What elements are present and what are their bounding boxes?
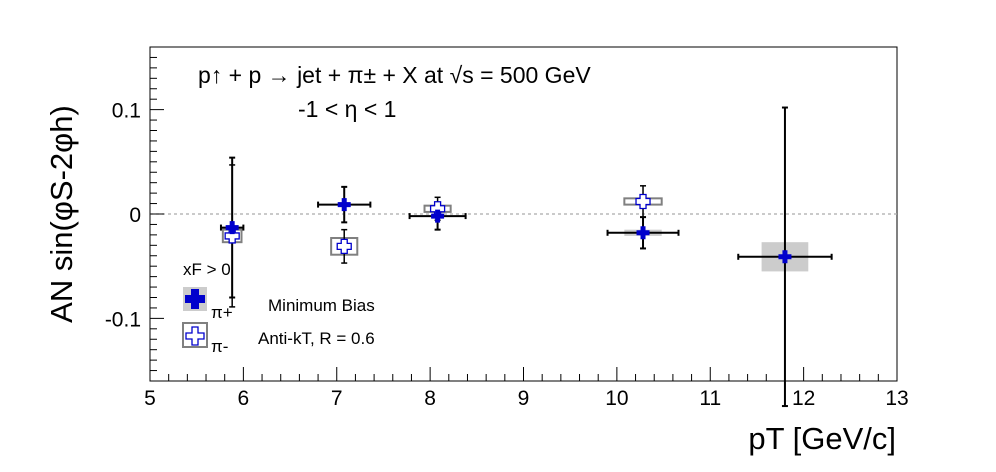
x-tick-label: 7	[331, 387, 343, 410]
x-axis-label: pT [GeV/c]	[748, 421, 896, 456]
x-tick-label: 6	[238, 387, 250, 410]
x-tick-label: 13	[885, 387, 908, 410]
legend-note-minimum-bias: Minimum Bias	[268, 296, 375, 315]
marker-pi-minus	[635, 193, 651, 210]
data-markers	[224, 193, 792, 264]
x-tick-label: 11	[699, 387, 721, 410]
legend: xF > 0 π+ π- Minimum Bias Anti-kT, R = 0…	[182, 260, 375, 356]
y-tick-label: 0.1	[112, 100, 141, 123]
legend-swatch-pi-plus-marker	[185, 289, 205, 309]
y-axis-label: AN sin(φS-2φh)	[44, 105, 79, 323]
marker-pi-plus	[636, 226, 650, 240]
legend-entry-pi-minus: π-	[211, 337, 228, 356]
y-tick-label: 0	[129, 204, 141, 227]
legend-entry-pi-plus: π+	[211, 303, 233, 322]
marker-pi-plus	[778, 250, 792, 264]
legend-note-anti-kt: Anti-kT, R = 0.6	[258, 329, 375, 348]
y-tick-label: -0.1	[105, 308, 141, 331]
x-tick-label: 10	[605, 387, 628, 410]
x-tick-label: 8	[424, 387, 436, 410]
chart-title-line2: -1 < η < 1	[298, 96, 396, 122]
marker-pi-minus	[336, 238, 352, 255]
systematic-boxes	[221, 197, 809, 272]
x-tick-label: 5	[144, 387, 156, 410]
legend-swatch-pi-minus-marker	[185, 326, 205, 346]
error-bars	[219, 106, 833, 408]
x-tick-label: 9	[518, 387, 530, 410]
axis-tick-labels: 5 6 7 8 9 10 11 12 13 -0.1 0 0.1	[105, 100, 909, 410]
marker-pi-minus	[224, 228, 240, 244]
marker-pi-plus	[431, 209, 445, 223]
legend-header: xF > 0	[183, 260, 231, 279]
x-tick-label: 12	[792, 387, 815, 410]
chart-title-line1: p↑ + p → jet + π± + X at √s = 500 GeV	[198, 62, 591, 88]
legend-swatch-pi-minus-box	[182, 322, 208, 348]
marker-pi-plus	[225, 221, 239, 235]
axis-ticks	[149, 56, 898, 381]
marker-pi-plus	[337, 198, 351, 212]
